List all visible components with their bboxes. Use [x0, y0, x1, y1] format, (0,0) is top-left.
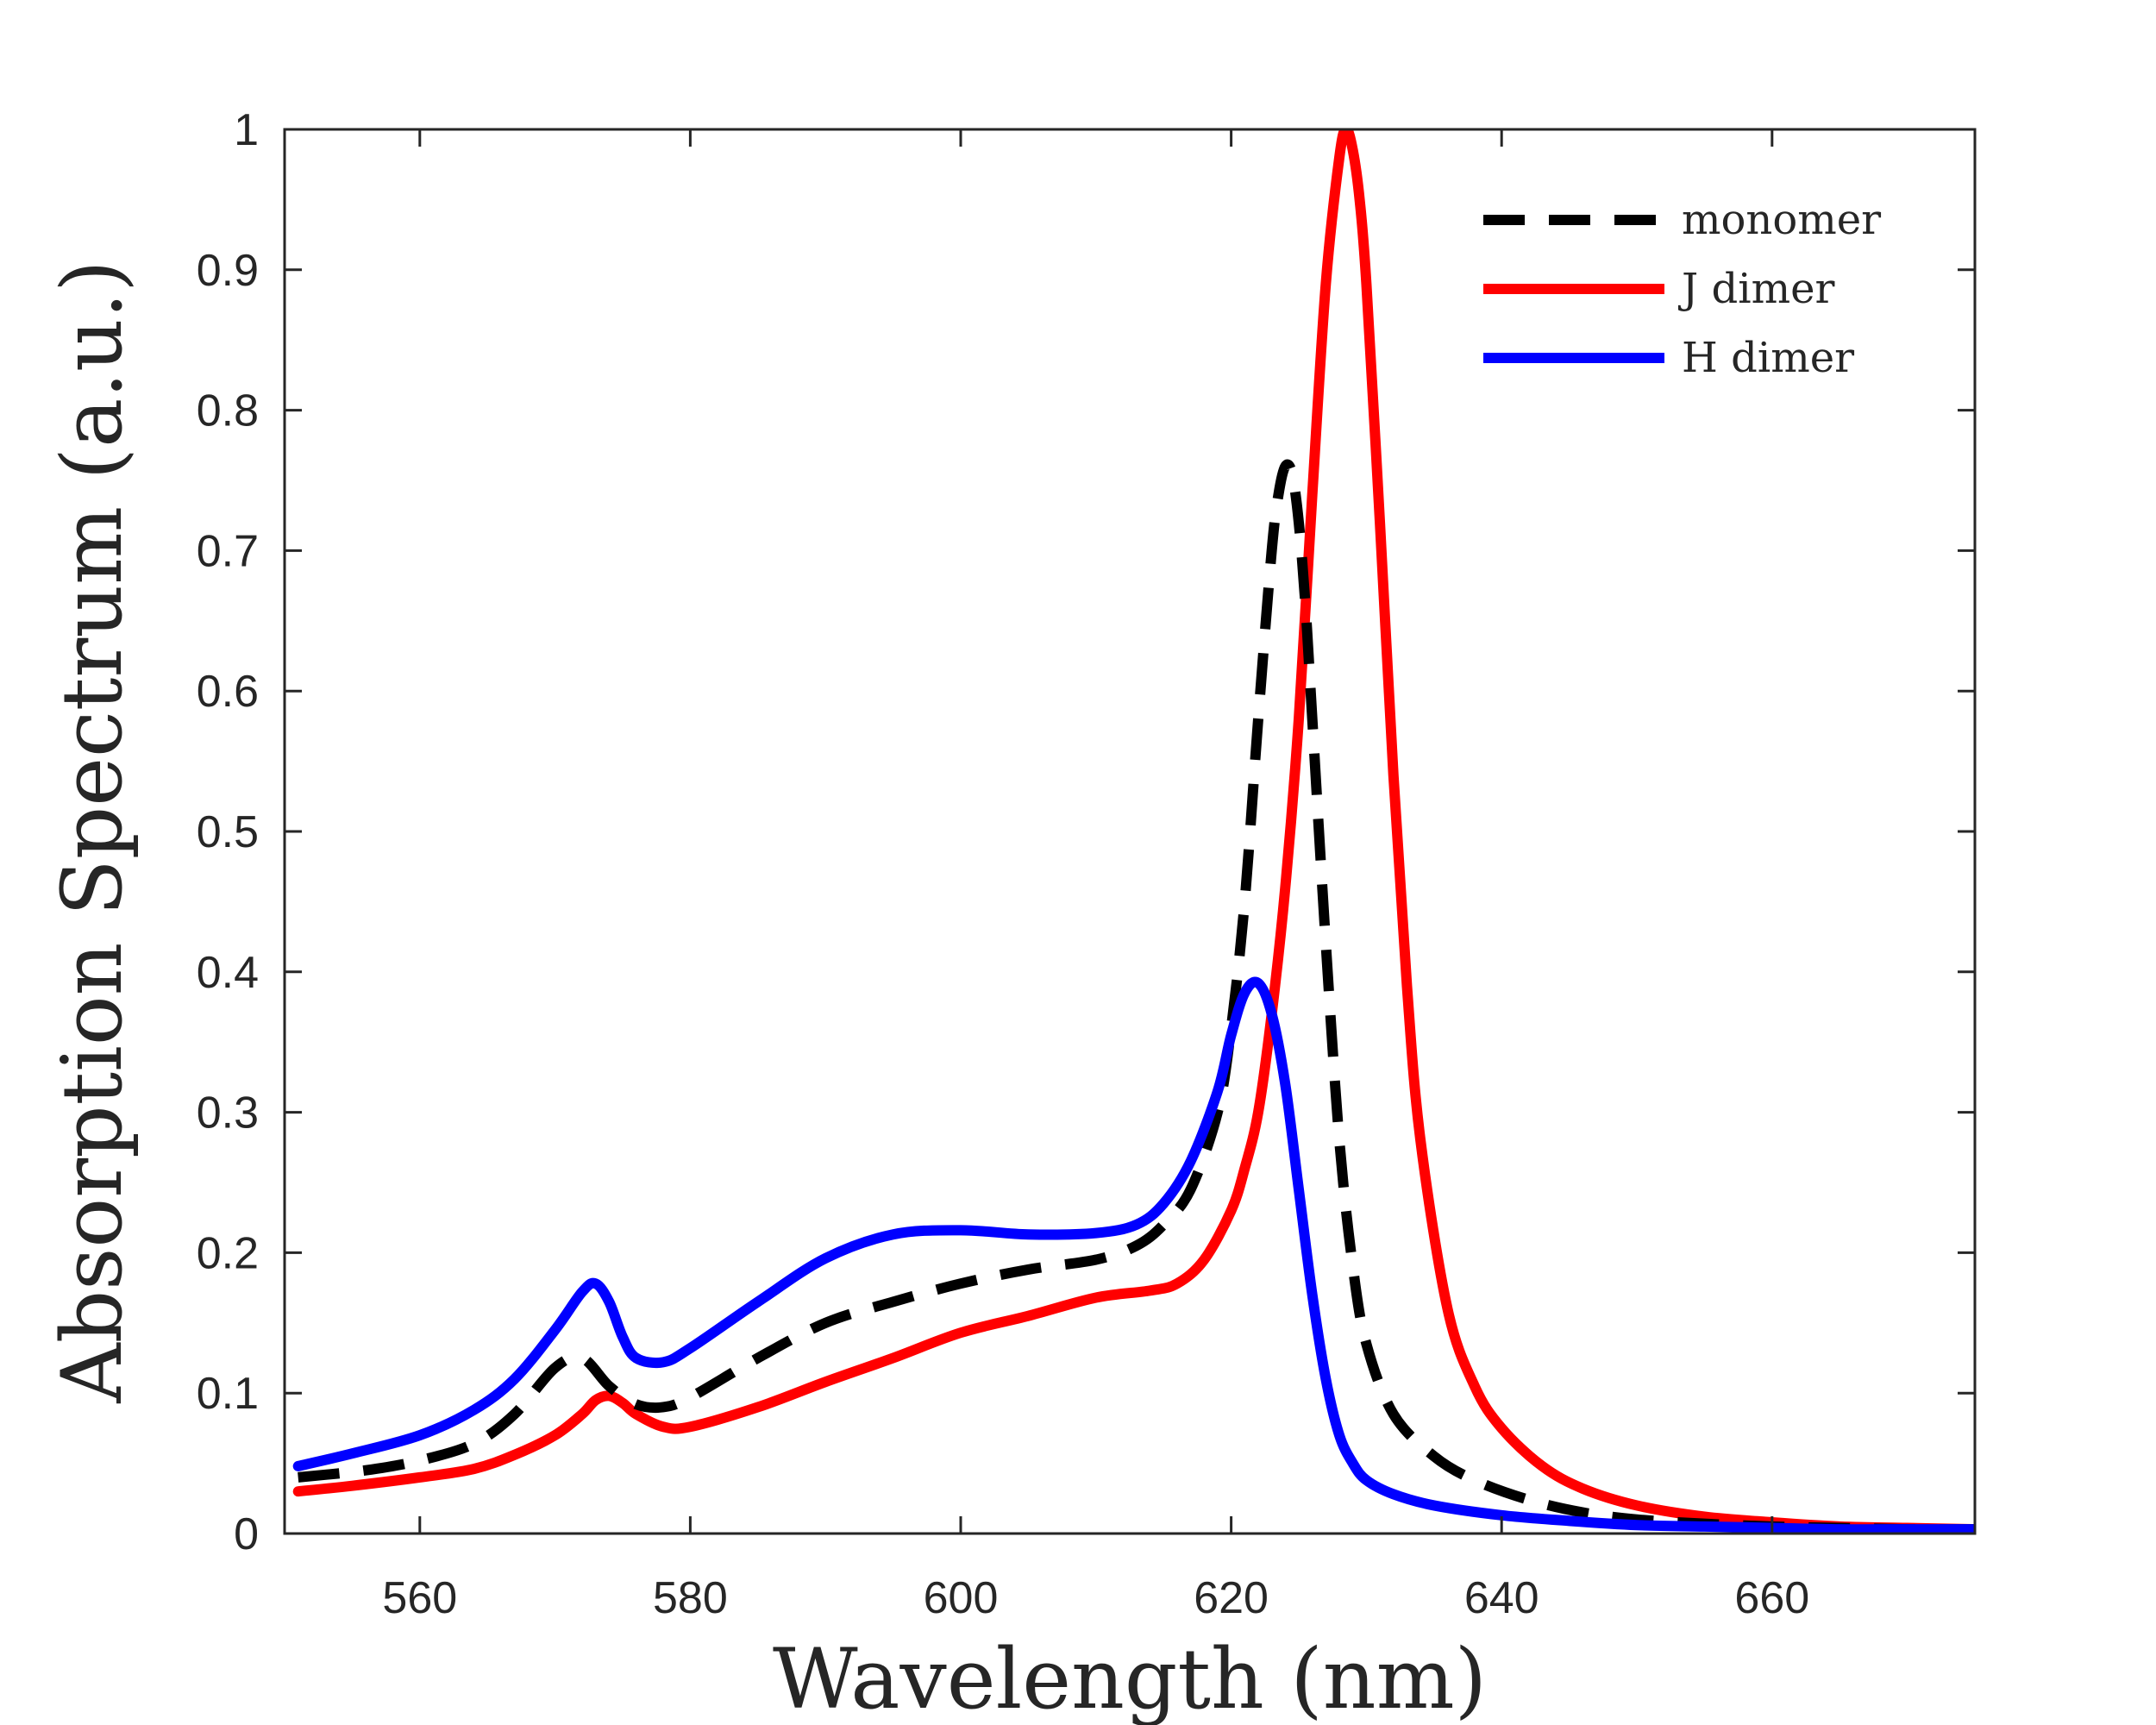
series-layer	[292, 129, 1975, 1534]
y-tick-label: 0.5	[197, 807, 259, 857]
series-line-monomer	[298, 459, 1975, 1534]
y-axis-ticks: 0 0.1 0.2 0.3 0.4 0.5 0.6 0.7 0.8 0.9 1	[197, 105, 1975, 1559]
y-tick-label: 0.3	[197, 1088, 259, 1138]
legend-label-monomer: monomer	[1682, 196, 1881, 244]
x-tick-label: 640	[1464, 1573, 1539, 1623]
plot-area-background	[285, 129, 1975, 1534]
y-tick-label: 0.7	[197, 526, 259, 576]
y-tick-label: 1	[234, 105, 259, 155]
y-tick-label: 0.4	[197, 948, 259, 998]
y-axis-title: Absorption Spectrum (a.u.)	[44, 260, 141, 1403]
series-line-h-dimer	[292, 976, 1975, 1534]
y-tick-label: 0	[234, 1509, 259, 1559]
y-tick-label: 0.6	[197, 667, 259, 717]
x-axis-title: Wavelength (nm)	[773, 1631, 1487, 1725]
legend-label-j-dimer: J dimer	[1677, 265, 1835, 313]
y-tick-label: 0.2	[197, 1228, 259, 1278]
legend: monomer J dimer H dimer	[1483, 196, 1881, 382]
x-tick-label: 580	[653, 1573, 728, 1623]
y-tick-label: 0.9	[197, 246, 259, 296]
y-tick-label: 0.8	[197, 386, 259, 436]
x-tick-label: 660	[1734, 1573, 1809, 1623]
x-tick-label: 600	[924, 1573, 999, 1623]
y-tick-label: 0.1	[197, 1369, 259, 1419]
x-tick-label: 620	[1194, 1573, 1269, 1623]
x-tick-label: 560	[382, 1573, 457, 1623]
x-axis-ticks: 560 580 600 620 640 660	[382, 129, 1809, 1623]
series-line-j-dimer	[292, 129, 1975, 1534]
legend-label-h-dimer: H dimer	[1682, 334, 1854, 382]
